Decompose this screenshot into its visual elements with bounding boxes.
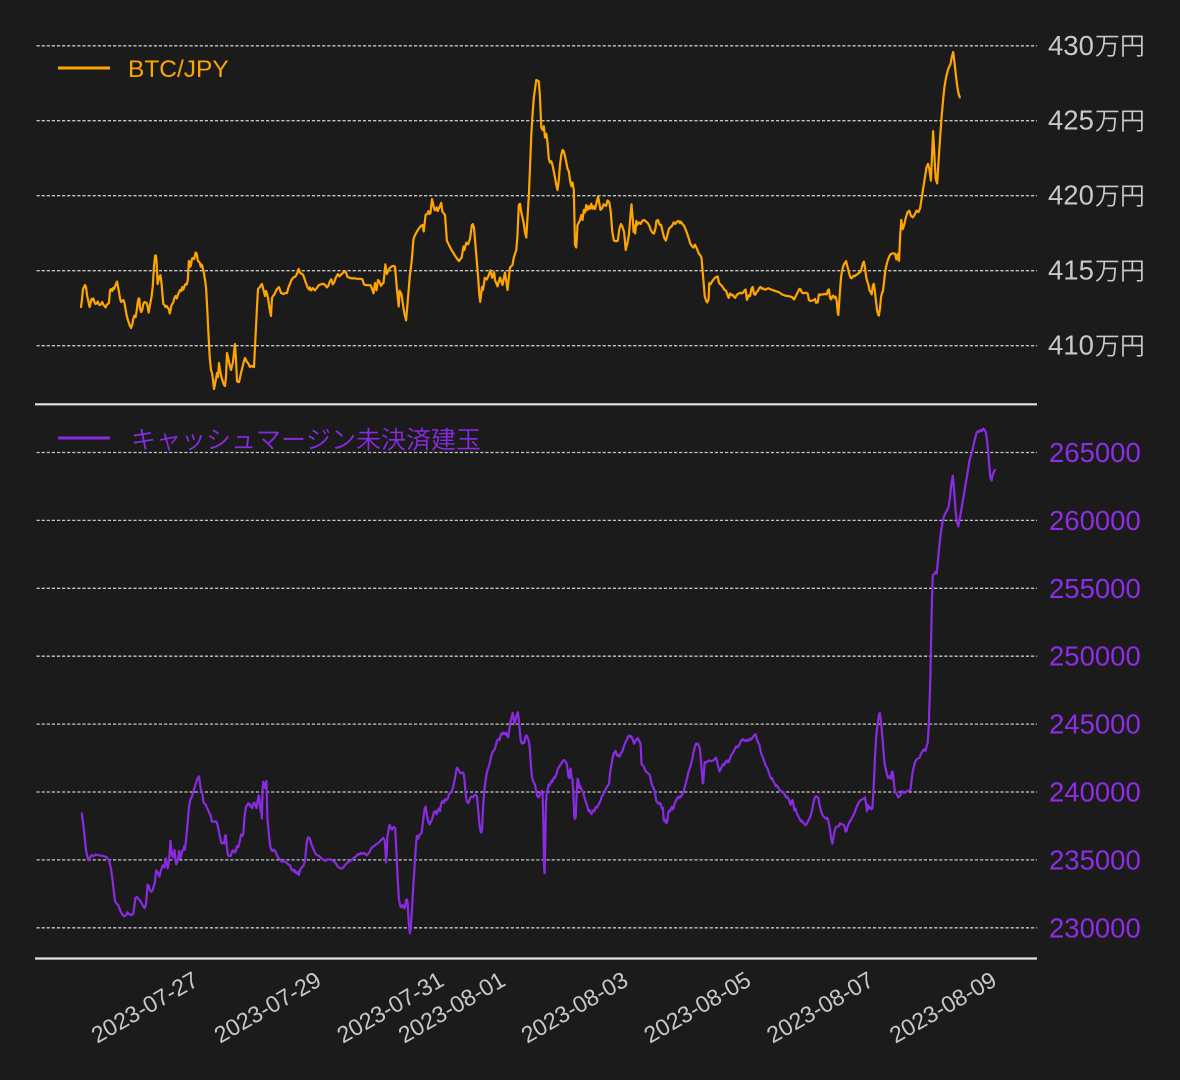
svg-text:410: 410 (1048, 330, 1094, 361)
svg-text:430: 430 (1048, 30, 1094, 61)
svg-text:420: 420 (1048, 180, 1094, 211)
svg-text:250000: 250000 (1049, 641, 1141, 672)
svg-text:425: 425 (1048, 105, 1094, 136)
svg-text:230000: 230000 (1049, 912, 1141, 943)
svg-text:235000: 235000 (1049, 844, 1141, 875)
svg-text:265000: 265000 (1049, 437, 1141, 468)
svg-text:260000: 260000 (1049, 505, 1141, 536)
svg-text:415: 415 (1048, 255, 1094, 286)
svg-text:BTC/JPY: BTC/JPY (128, 56, 229, 83)
svg-text:255000: 255000 (1049, 573, 1141, 604)
svg-text:240000: 240000 (1049, 777, 1141, 808)
svg-text:245000: 245000 (1049, 709, 1141, 740)
